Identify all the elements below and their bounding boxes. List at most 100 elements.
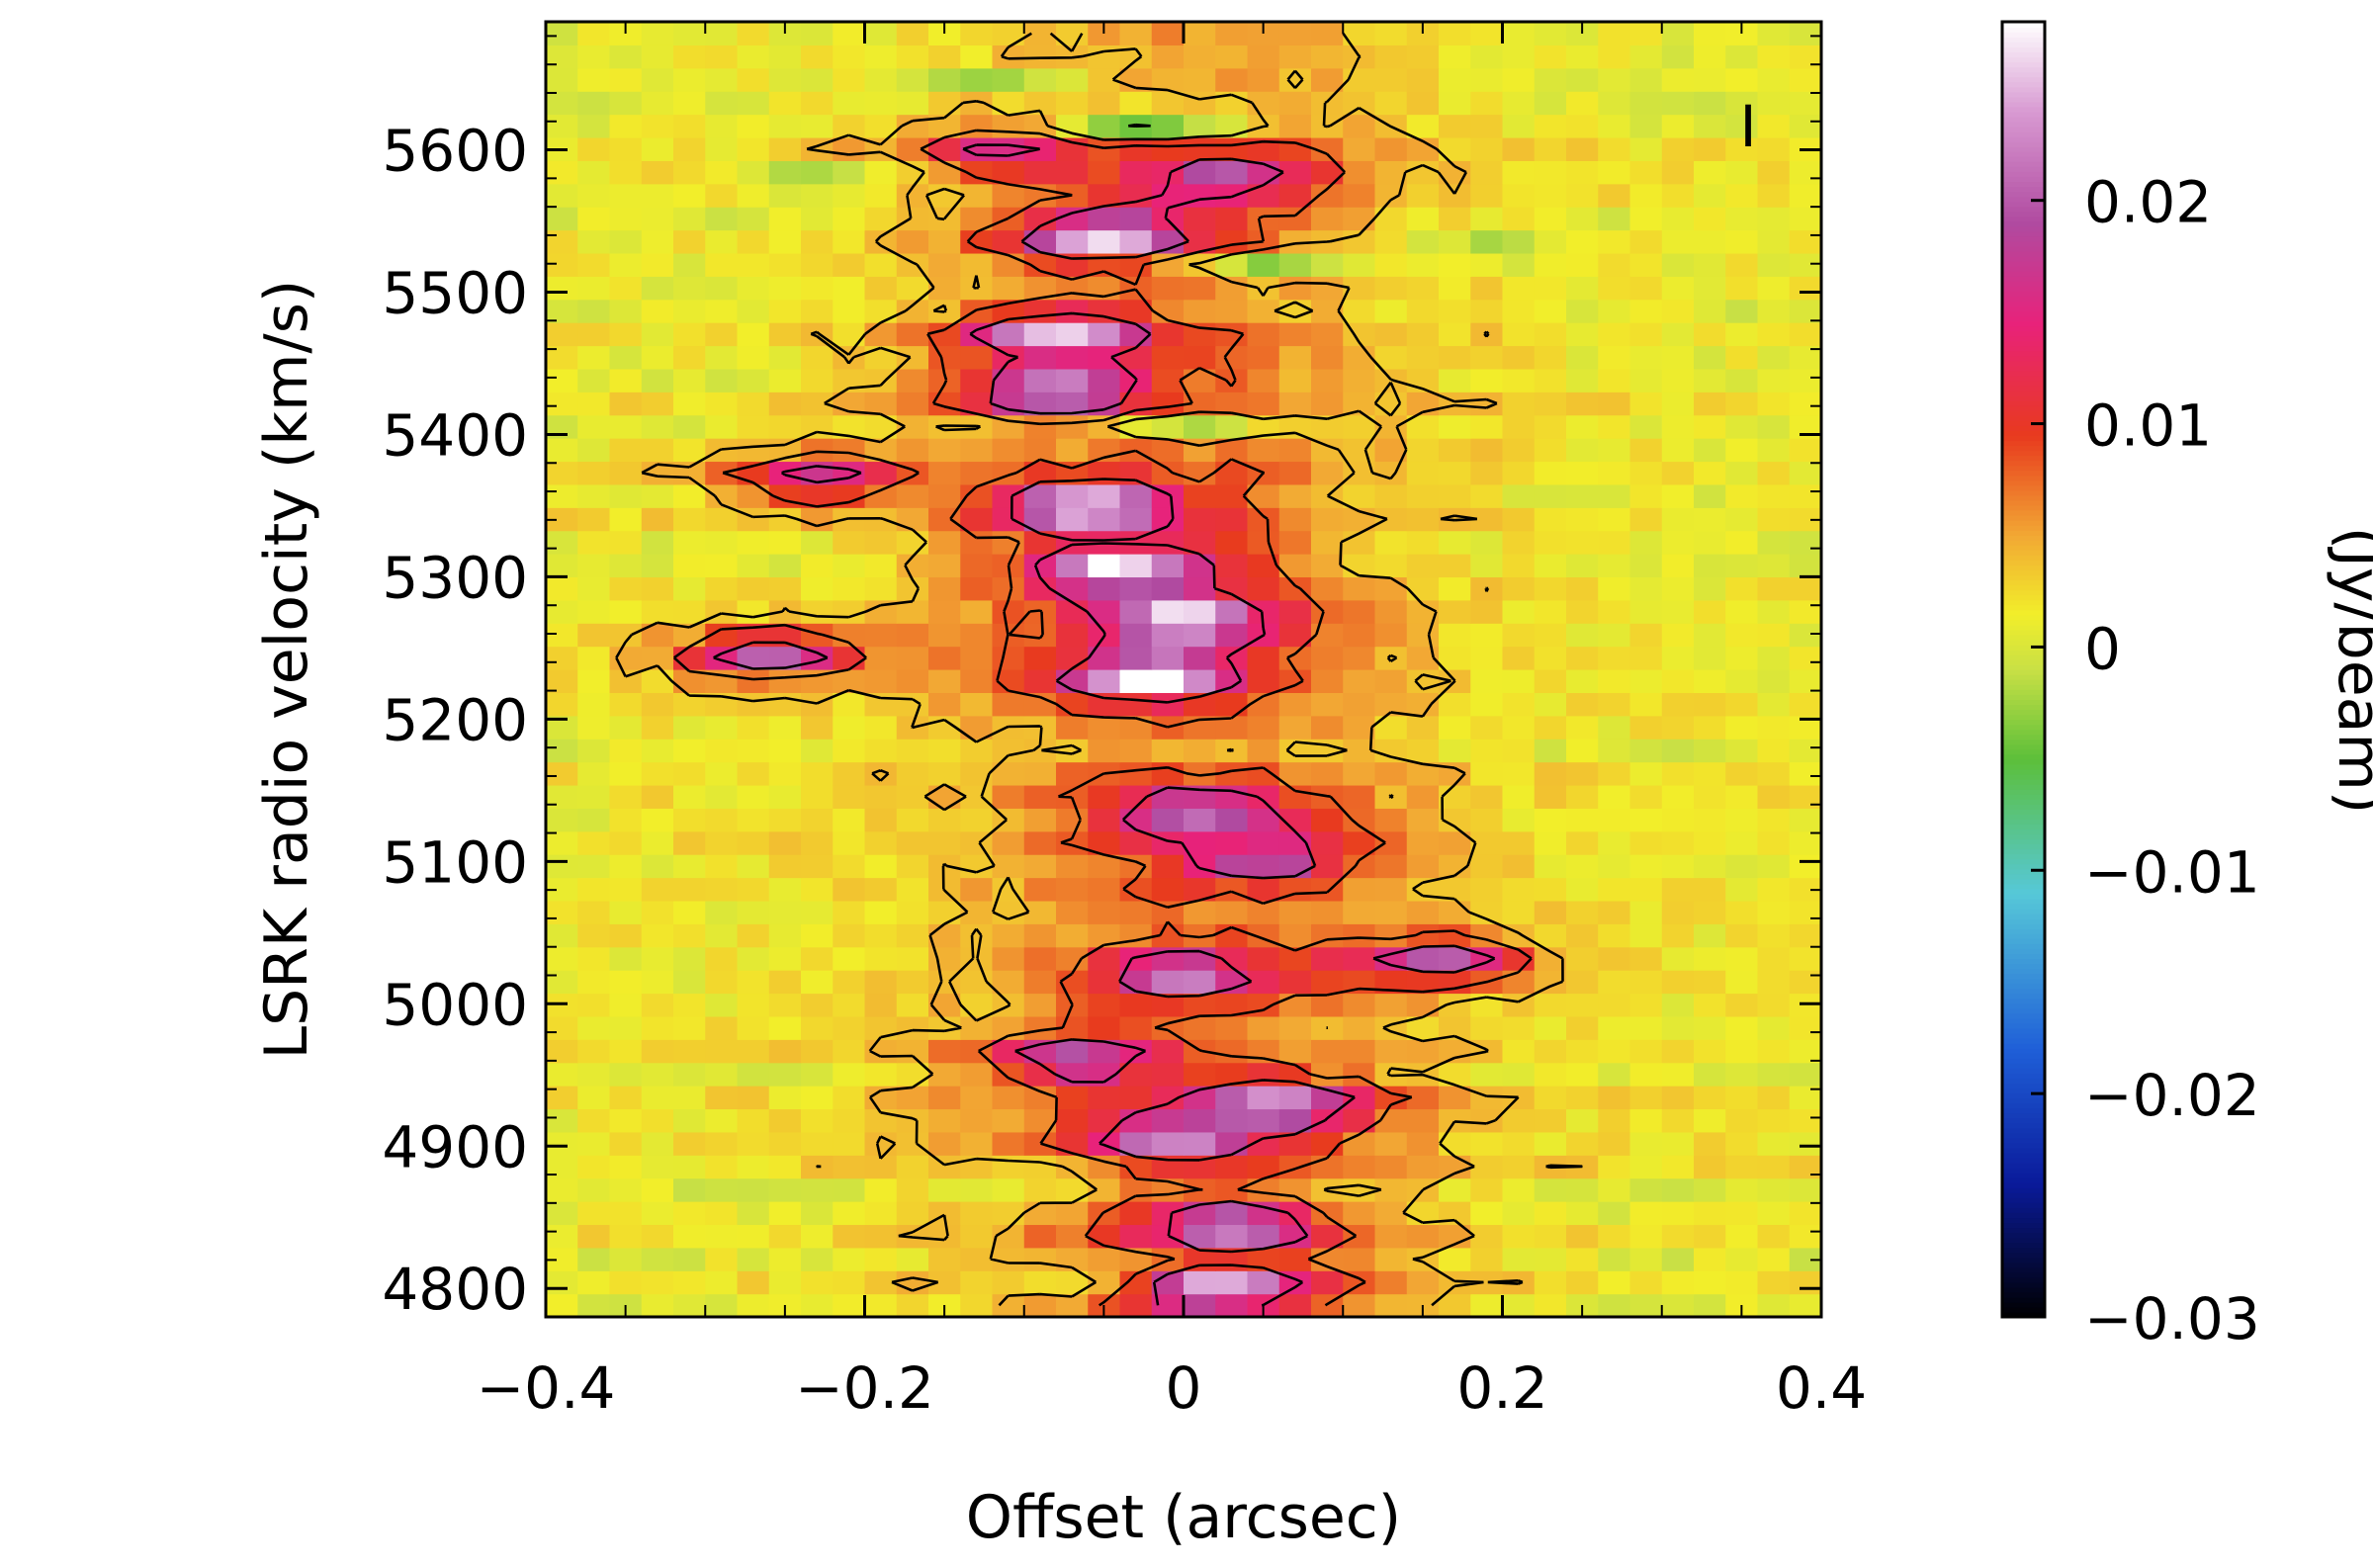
colorbar-segment (2002, 1142, 2045, 1149)
heatmap-cell (864, 599, 898, 624)
heatmap-cell (609, 1201, 643, 1226)
heatmap-cell (864, 276, 898, 301)
heatmap-cell (1566, 44, 1599, 69)
heatmap-cell (1789, 183, 1821, 208)
heatmap-cell (1023, 345, 1057, 370)
heatmap-cell (1694, 554, 1726, 578)
heatmap-cell (705, 530, 739, 555)
colorbar-segment (2002, 1197, 2045, 1203)
heatmap-cell (705, 322, 739, 347)
heatmap-cell (1789, 67, 1821, 92)
heatmap-cell (864, 830, 898, 855)
heatmap-cell (641, 1270, 674, 1295)
heatmap-cell (1088, 1247, 1121, 1271)
heatmap-cell (1343, 1108, 1376, 1133)
heatmap-cell (609, 414, 643, 439)
heatmap-cell (1343, 854, 1376, 879)
heatmap-cell (1119, 1201, 1153, 1226)
heatmap-cell (1757, 22, 1791, 45)
colorbar-segment (2002, 883, 2045, 890)
heatmap-cell (1215, 44, 1249, 69)
colorbar-segment (2002, 689, 2045, 695)
heatmap-cell (960, 91, 994, 116)
heatmap-cell (1502, 900, 1536, 924)
heatmap-cell (1119, 1293, 1153, 1317)
heatmap-cell (1694, 692, 1726, 717)
heatmap-cell (768, 136, 802, 161)
heatmap-cell (1534, 507, 1567, 532)
heatmap-cell (1566, 1177, 1599, 1202)
heatmap-cell (1278, 483, 1312, 508)
heatmap-cell (801, 739, 834, 763)
heatmap-cell (1694, 946, 1726, 971)
heatmap-cell (768, 1015, 802, 1040)
colorbar-segment (2002, 201, 2045, 208)
heatmap-cell (833, 739, 866, 763)
heatmap-cell (1757, 1086, 1791, 1110)
heatmap-cell (801, 160, 834, 185)
heatmap-cell (546, 808, 578, 832)
heatmap-cell (833, 252, 866, 277)
heatmap-cell (928, 483, 961, 508)
heatmap-cell (768, 1177, 802, 1202)
heatmap-cell (1789, 970, 1821, 995)
heatmap-cell (1629, 461, 1663, 485)
heatmap-cell (768, 1224, 802, 1249)
heatmap-cell (737, 970, 770, 995)
heatmap-cell (1789, 1039, 1821, 1064)
heatmap-cell (1311, 576, 1344, 601)
colorbar-segment (2002, 1052, 2045, 1059)
heatmap-cell (1598, 461, 1631, 485)
heatmap-cell (1023, 91, 1057, 116)
heatmap-cell (992, 1224, 1025, 1249)
heatmap-cell (1598, 970, 1631, 995)
heatmap-cell (1406, 1086, 1440, 1110)
heatmap-cell (1661, 1039, 1695, 1064)
heatmap-cell (1088, 160, 1121, 185)
heatmap-cell (1534, 1270, 1567, 1295)
heatmap-cell (1023, 761, 1057, 786)
colorbar-segment (2002, 1088, 2045, 1094)
heatmap-cell (1023, 1131, 1057, 1156)
heatmap-cell (1757, 715, 1791, 740)
heatmap-cell (737, 715, 770, 740)
heatmap-cell (577, 1015, 611, 1040)
heatmap-cell (864, 877, 898, 902)
colorbar-segment (2002, 943, 2045, 949)
heatmap-cell (1629, 669, 1663, 693)
heatmap-cell (609, 461, 643, 485)
heatmap-cell (705, 1224, 739, 1249)
heatmap-cell (768, 669, 802, 693)
heatmap-cell (833, 1201, 866, 1226)
colorbar-segment (2002, 335, 2045, 342)
heatmap-cell (1088, 923, 1121, 948)
heatmap-cell (1023, 1293, 1057, 1317)
heatmap-cell (1694, 368, 1726, 392)
heatmap-cell (1056, 1039, 1089, 1064)
heatmap-cell (737, 1270, 770, 1295)
heatmap-cell (1725, 114, 1759, 138)
heatmap-cell (1661, 1131, 1695, 1156)
heatmap-cell (1757, 554, 1791, 578)
heatmap-cell (1088, 1086, 1121, 1110)
heatmap-cell (1151, 646, 1185, 670)
heatmap-cell (896, 392, 929, 416)
heatmap-cell (896, 368, 929, 392)
heatmap-cell (1661, 229, 1695, 254)
heatmap-cell (1311, 554, 1344, 578)
heatmap-cell (1439, 576, 1471, 601)
heatmap-cell (1470, 207, 1504, 231)
heatmap-cell (992, 229, 1025, 254)
colorbar-segment (2002, 1022, 2045, 1029)
heatmap-cell (1566, 1062, 1599, 1087)
heatmap-cell (1566, 207, 1599, 231)
heatmap-cell (1119, 229, 1153, 254)
heatmap-cell (833, 1039, 866, 1064)
heatmap-cell (1278, 784, 1312, 809)
heatmap-cell (641, 414, 674, 439)
heatmap-cell (546, 830, 578, 855)
heatmap-cell (737, 252, 770, 277)
heatmap-cell (1343, 1224, 1376, 1249)
heatmap-cell (546, 322, 578, 347)
heatmap-cell (1439, 900, 1471, 924)
